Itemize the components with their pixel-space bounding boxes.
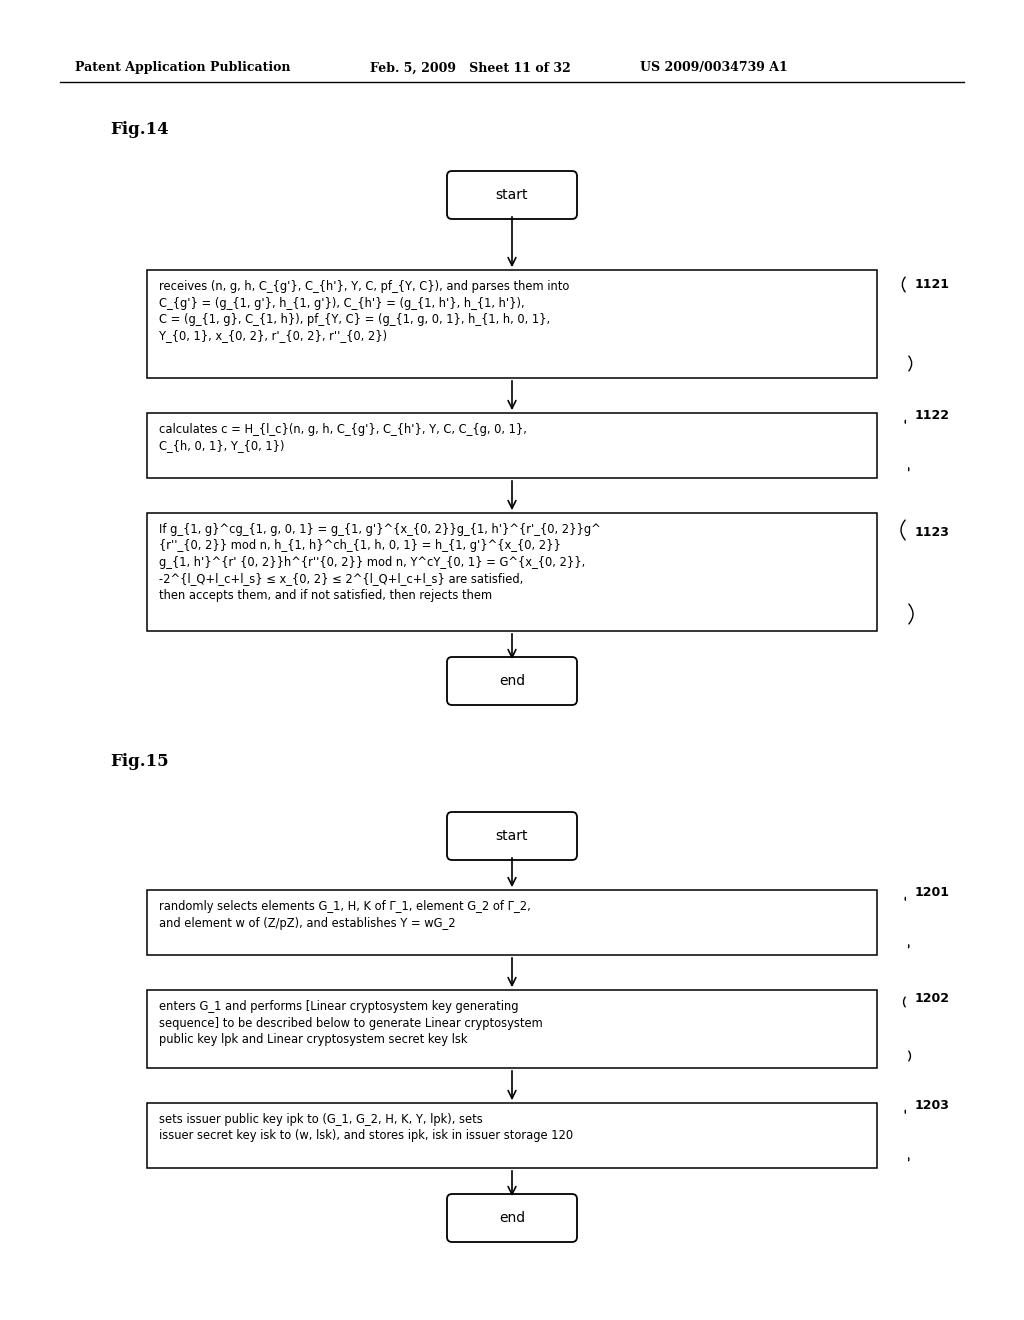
FancyBboxPatch shape [447,1195,577,1242]
Text: If g_{1, g}^cg_{1, g, 0, 1} = g_{1, g'}^{x_{0, 2}}g_{1, h'}^{r'_{0, 2}}g^
{r''_{: If g_{1, g}^cg_{1, g, 0, 1} = g_{1, g'}^… [159,523,601,602]
Bar [147,990,877,1068]
Text: Fig.14: Fig.14 [110,121,169,139]
Text: start: start [496,187,528,202]
Text: end: end [499,675,525,688]
Bar [147,890,877,954]
Bar [147,513,877,631]
Text: enters G_1 and performs [Linear cryptosystem key generating
sequence] to be desc: enters G_1 and performs [Linear cryptosy… [159,1001,543,1045]
Text: 1201: 1201 [915,886,950,899]
FancyBboxPatch shape [447,172,577,219]
Text: Patent Application Publication: Patent Application Publication [75,62,291,74]
Bar [147,271,877,378]
Bar [147,413,877,478]
Text: calculates c = H_{l_c}(n, g, h, C_{g'}, C_{h'}, Y, C, C_{g, 0, 1},
C_{h, 0, 1}, : calculates c = H_{l_c}(n, g, h, C_{g'}, … [159,422,527,453]
Text: start: start [496,829,528,843]
Text: 1203: 1203 [915,1100,950,1111]
Text: 1121: 1121 [915,277,950,290]
FancyBboxPatch shape [447,812,577,861]
Text: US 2009/0034739 A1: US 2009/0034739 A1 [640,62,787,74]
Text: 1202: 1202 [915,993,950,1006]
Text: 1122: 1122 [915,409,950,422]
Text: Fig.15: Fig.15 [110,752,169,770]
Text: end: end [499,1210,525,1225]
Text: receives (n, g, h, C_{g'}, C_{h'}, Y, C, pf_{Y, C}), and parses them into
C_{g'}: receives (n, g, h, C_{g'}, C_{h'}, Y, C,… [159,280,569,342]
FancyBboxPatch shape [447,657,577,705]
Text: sets issuer public key ipk to (G_1, G_2, H, K, Y, lpk), sets
issuer secret key i: sets issuer public key ipk to (G_1, G_2,… [159,1113,573,1143]
Bar [147,1104,877,1168]
Text: 1123: 1123 [915,525,950,539]
Text: randomly selects elements G_1, H, K of Γ_1, element G_2 of Γ_2,
and element w of: randomly selects elements G_1, H, K of Γ… [159,900,530,929]
Text: Feb. 5, 2009   Sheet 11 of 32: Feb. 5, 2009 Sheet 11 of 32 [370,62,570,74]
